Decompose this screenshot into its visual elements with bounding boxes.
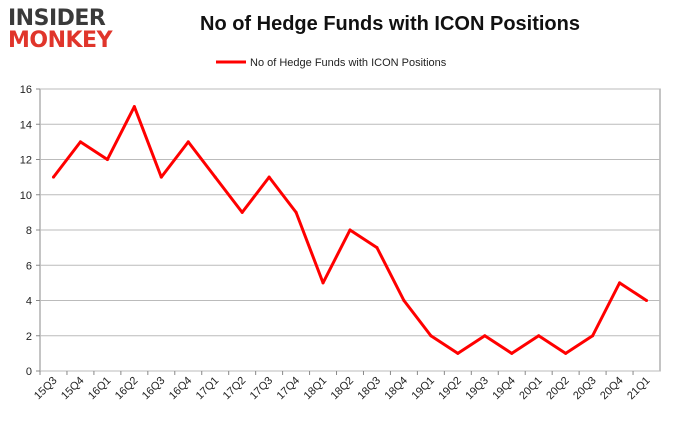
data-point xyxy=(537,334,541,338)
legend: No of Hedge Funds with ICON Positions xyxy=(216,57,447,69)
x-tick-label: 18Q3 xyxy=(356,375,384,403)
data-point xyxy=(213,175,217,179)
data-point xyxy=(240,210,244,214)
x-tick-label: 20Q2 xyxy=(544,375,572,403)
data-point xyxy=(510,351,514,355)
x-tick-label: 19Q4 xyxy=(490,375,518,403)
x-tick-label: 17Q2 xyxy=(221,375,249,403)
x-tick-label: 17Q3 xyxy=(248,375,276,403)
data-point xyxy=(483,334,487,338)
x-tick-label: 15Q3 xyxy=(32,375,60,403)
data-point xyxy=(105,158,109,161)
data-point xyxy=(402,299,406,302)
data-point xyxy=(618,281,622,285)
x-tick-label: 16Q4 xyxy=(167,375,195,403)
x-tick-label: 18Q4 xyxy=(383,375,411,403)
x-tick-label: 16Q3 xyxy=(140,375,168,403)
data-point xyxy=(645,299,649,302)
x-tick-label: 17Q4 xyxy=(275,375,303,403)
x-tick-label: 17Q1 xyxy=(194,375,222,403)
data-point xyxy=(159,175,163,179)
data-point xyxy=(78,140,82,144)
data-point xyxy=(375,246,379,250)
logo-line-1: INSIDER xyxy=(8,6,106,31)
data-point xyxy=(429,334,433,338)
x-tick-label: 19Q1 xyxy=(409,375,437,403)
x-tick-label: 19Q3 xyxy=(463,375,491,403)
chart-title: No of Hedge Funds with ICON Positions xyxy=(200,13,580,35)
y-tick-label: 10 xyxy=(20,190,32,202)
y-tick-label: 16 xyxy=(20,84,32,96)
x-tick-label: 18Q2 xyxy=(329,375,357,403)
data-point xyxy=(591,334,595,338)
legend-label: No of Hedge Funds with ICON Positions xyxy=(250,57,447,69)
data-point xyxy=(321,281,325,285)
y-tick-label: 2 xyxy=(26,331,32,343)
x-tick-label: 21Q1 xyxy=(625,375,653,403)
data-point xyxy=(51,175,55,179)
x-tick-label: 20Q3 xyxy=(571,375,599,403)
data-point xyxy=(348,228,352,232)
y-tick-label: 8 xyxy=(26,225,32,237)
data-point xyxy=(456,351,460,355)
x-tick-label: 20Q4 xyxy=(598,375,626,403)
x-tick-label: 18Q1 xyxy=(302,375,330,403)
x-tick-label: 16Q1 xyxy=(86,375,114,403)
data-point xyxy=(186,140,190,144)
y-tick-label: 4 xyxy=(26,296,32,308)
x-tick-label: 20Q1 xyxy=(517,375,545,403)
x-tick-label: 16Q2 xyxy=(113,375,141,403)
data-point xyxy=(564,351,568,355)
data-point xyxy=(294,210,298,214)
x-tick-label: 19Q2 xyxy=(436,375,464,403)
y-tick-label: 0 xyxy=(26,366,32,378)
x-tick-label: 15Q4 xyxy=(59,375,87,403)
y-tick-label: 6 xyxy=(26,260,32,272)
data-point xyxy=(132,105,136,109)
data-point xyxy=(267,175,271,179)
y-tick-label: 14 xyxy=(20,119,32,131)
logo-line-2: MONKEY xyxy=(8,28,113,53)
insider-monkey-logo: INSIDER MONKEY xyxy=(8,6,113,53)
y-tick-label: 12 xyxy=(20,155,32,167)
